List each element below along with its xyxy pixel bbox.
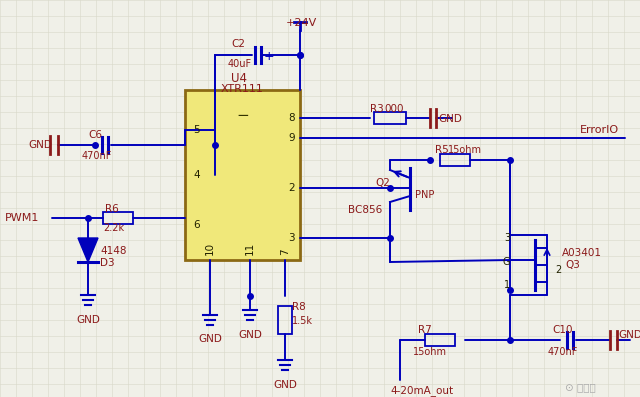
Text: 11: 11 — [245, 242, 255, 255]
Text: C10: C10 — [552, 325, 573, 335]
Text: U4: U4 — [230, 72, 246, 85]
Text: 5: 5 — [193, 125, 200, 135]
Text: 3: 3 — [504, 233, 510, 243]
Bar — [440, 154, 470, 166]
Text: 000: 000 — [384, 104, 403, 114]
Text: +24V: +24V — [286, 18, 317, 28]
Text: Q2: Q2 — [375, 178, 390, 188]
Text: GND: GND — [273, 380, 297, 390]
Text: R8: R8 — [292, 302, 306, 312]
Text: 8: 8 — [289, 113, 295, 123]
Text: 40uF: 40uF — [228, 59, 252, 69]
Text: 4148: 4148 — [100, 246, 127, 256]
Text: 2.2k: 2.2k — [103, 223, 124, 233]
Text: PNP: PNP — [415, 190, 435, 200]
Text: A03401: A03401 — [562, 248, 602, 258]
Text: 470nF: 470nF — [548, 347, 579, 357]
Text: 4: 4 — [193, 170, 200, 180]
Text: C2: C2 — [231, 39, 245, 49]
Text: GND: GND — [28, 140, 52, 150]
Text: 9: 9 — [289, 133, 295, 143]
Text: 10: 10 — [205, 242, 215, 255]
Bar — [103, 212, 133, 224]
Text: 2: 2 — [289, 183, 295, 193]
Polygon shape — [78, 238, 98, 262]
Text: 470nF: 470nF — [82, 151, 112, 161]
Text: 1.5k: 1.5k — [292, 316, 313, 326]
Text: Q3: Q3 — [565, 260, 580, 270]
Bar — [374, 112, 406, 124]
Text: GND: GND — [238, 330, 262, 340]
Text: PWM1: PWM1 — [5, 213, 40, 223]
Text: 4-20mA_out: 4-20mA_out — [390, 385, 453, 396]
Text: −: − — [236, 108, 249, 123]
Bar — [185, 90, 300, 260]
Bar — [278, 306, 292, 334]
Text: 2: 2 — [555, 265, 561, 275]
Text: 15ohm: 15ohm — [413, 347, 447, 357]
Text: GND: GND — [438, 114, 462, 124]
Text: XTR111: XTR111 — [221, 84, 264, 94]
Text: BC856: BC856 — [348, 205, 382, 215]
Text: ErrorIO: ErrorIO — [580, 125, 619, 135]
Text: 3: 3 — [289, 233, 295, 243]
Text: C6: C6 — [88, 130, 102, 140]
Bar — [425, 334, 455, 346]
Text: 1: 1 — [504, 280, 510, 290]
Text: R3: R3 — [370, 104, 384, 114]
Text: R5: R5 — [435, 145, 449, 155]
Text: ⊙ 电气圈: ⊙ 电气圈 — [565, 382, 596, 392]
Text: GND: GND — [618, 330, 640, 340]
Text: GND: GND — [198, 334, 222, 344]
Text: D3: D3 — [100, 258, 115, 268]
Text: R7: R7 — [418, 325, 432, 335]
Text: GND: GND — [76, 315, 100, 325]
Text: +: + — [264, 50, 275, 64]
Text: 6: 6 — [193, 220, 200, 230]
Text: G: G — [502, 257, 510, 267]
Text: 15ohm: 15ohm — [448, 145, 482, 155]
Text: R6: R6 — [105, 204, 119, 214]
Text: 7: 7 — [280, 249, 290, 255]
